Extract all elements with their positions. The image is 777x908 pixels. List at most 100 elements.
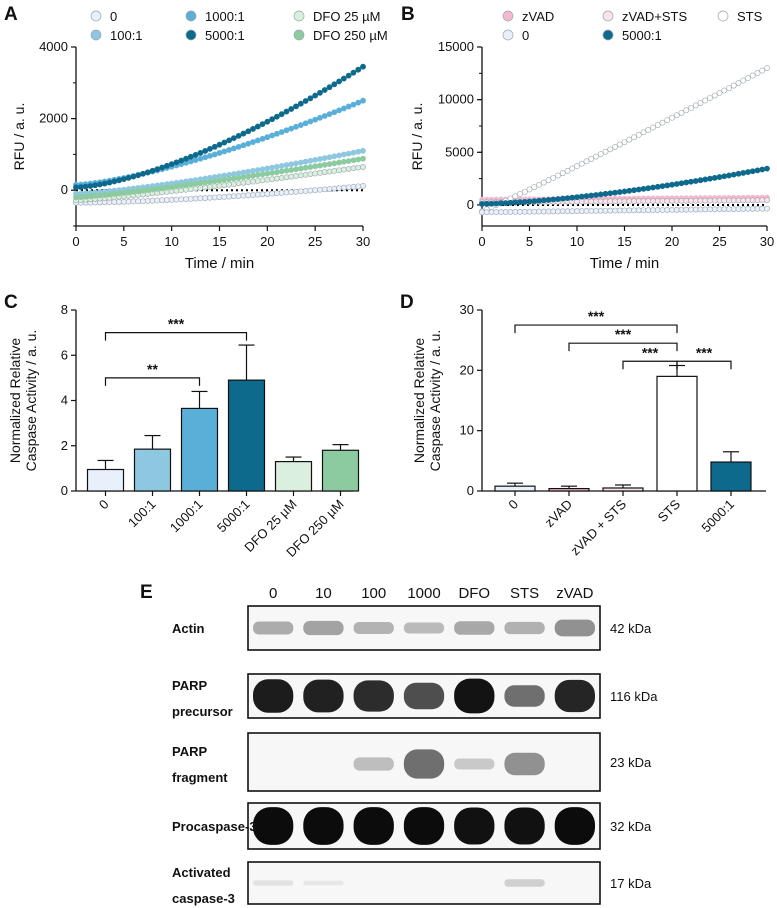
data-point [211, 194, 218, 201]
data-point [536, 181, 542, 188]
data-point [692, 197, 699, 204]
blot-band [253, 679, 294, 713]
data-point [688, 178, 694, 185]
legend-marker [185, 29, 197, 41]
data-point [245, 192, 252, 199]
data-point [745, 197, 751, 204]
data-point [621, 198, 628, 205]
data-point [297, 165, 304, 172]
data-point [207, 145, 213, 152]
data-point [493, 200, 500, 207]
data-point [111, 191, 118, 197]
blot-band [303, 620, 344, 636]
data-point [345, 158, 352, 164]
data-point [593, 192, 599, 198]
data-point [355, 183, 362, 190]
data-point [116, 199, 122, 205]
blot-band [353, 622, 394, 634]
data-point [317, 169, 323, 176]
bar [227, 379, 266, 492]
data-point [326, 168, 333, 175]
data-point [187, 153, 194, 160]
data-point [688, 197, 694, 204]
data-point [288, 167, 295, 173]
blot-row: Actin 42 kDa [172, 605, 652, 651]
legend-marker [293, 29, 305, 41]
data-point [149, 167, 156, 174]
row-label: Activated [172, 865, 231, 880]
data-point [716, 90, 723, 96]
data-point [588, 192, 595, 199]
data-point [360, 183, 366, 189]
data-point [531, 184, 538, 191]
data-point [692, 102, 699, 109]
data-point [517, 199, 523, 206]
data-point [597, 198, 604, 205]
data-point [288, 189, 295, 196]
data-point [659, 183, 666, 190]
data-point [564, 195, 571, 201]
data-point [578, 198, 585, 205]
data-point [626, 198, 633, 205]
data-point [293, 173, 299, 179]
bar [133, 448, 172, 492]
data-point [321, 161, 328, 168]
significance-bracket [622, 360, 678, 370]
legend-label: DFO 25 µM [313, 9, 380, 24]
y-axis-label: Caspase Activity / a. u. [23, 330, 39, 472]
blot-row: Activated caspase-3 17 kDa [172, 861, 652, 906]
data-point [502, 209, 509, 215]
data-point [288, 173, 295, 180]
blot-band [554, 619, 595, 637]
panel-label-a: A [4, 4, 18, 25]
data-point [116, 190, 122, 197]
data-point [759, 166, 766, 173]
data-point [483, 209, 490, 216]
data-point [293, 188, 299, 195]
data-point [73, 194, 79, 201]
data-point [588, 207, 595, 214]
data-point [345, 166, 352, 172]
row-label: fragment [172, 770, 228, 785]
data-point [273, 190, 280, 197]
data-point [307, 164, 314, 170]
data-point [293, 166, 299, 173]
blot-row: Procaspase-3 32 kDa [172, 802, 652, 850]
blot-band [253, 880, 294, 886]
blot-band [253, 621, 294, 635]
data-point [321, 186, 328, 193]
x-tick-label: 0 [96, 497, 112, 513]
data-point [197, 150, 204, 156]
data-point [355, 99, 362, 106]
data-point [550, 208, 557, 215]
data-point [240, 142, 247, 149]
data-point [312, 92, 319, 99]
data-point [555, 196, 561, 202]
legend-marker [602, 29, 614, 41]
data-point [187, 195, 194, 202]
data-point [345, 103, 352, 110]
data-point [745, 169, 751, 175]
significance-label: *** [615, 326, 632, 342]
y-tick-label: 0 [467, 197, 474, 212]
data-point [526, 186, 533, 193]
lane-label: DFO [458, 585, 490, 602]
data-point [673, 181, 680, 187]
data-point [593, 198, 599, 205]
data-point [683, 197, 690, 204]
bar [602, 487, 644, 492]
data-point [688, 206, 694, 213]
data-point [288, 161, 295, 168]
x-tick-label: 20 [665, 234, 679, 249]
data-point [531, 208, 538, 215]
significance-label: *** [642, 344, 659, 360]
y-axis-label: Caspase Activity / a. u. [427, 330, 443, 472]
data-point [269, 132, 276, 139]
data-point [297, 100, 304, 107]
data-point [631, 134, 637, 141]
data-point [488, 209, 495, 216]
blot-band [403, 622, 445, 634]
x-tick-label: 5000:1 [214, 497, 253, 536]
data-point [106, 179, 113, 186]
data-point [545, 177, 552, 184]
